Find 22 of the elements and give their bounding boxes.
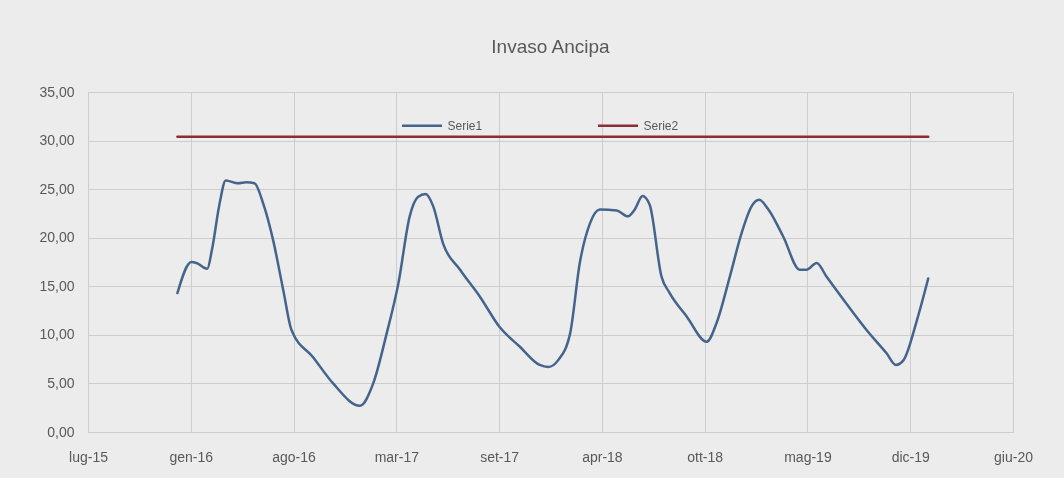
y-tick-label: 35,00 (39, 83, 75, 100)
y-tick-label: 25,00 (39, 180, 75, 197)
y-tick-label: 5,00 (47, 374, 75, 391)
y-tick-label: 10,00 (39, 326, 75, 343)
y-tick-label: 20,00 (39, 229, 75, 246)
x-tick-label: lug-15 (69, 448, 109, 465)
y-tick-label: 30,00 (39, 132, 75, 149)
line-series (176, 179, 930, 408)
chart-title: Invaso Ancipa (491, 36, 611, 57)
legend-label: Serie1 (447, 118, 483, 133)
y-tick-label: 15,00 (39, 277, 75, 294)
x-tick-label: ott-18 (687, 448, 724, 465)
legend-label: Serie2 (643, 118, 679, 133)
x-tick-label: ago-16 (272, 448, 317, 465)
x-tick-label: gen-16 (169, 448, 214, 465)
x-tick-label: set-17 (480, 448, 520, 465)
x-tick-label: mag-19 (784, 448, 832, 465)
x-tick-label: dic-19 (891, 448, 930, 465)
x-tick-label: mar-17 (374, 448, 420, 465)
y-tick-label: 0,00 (47, 423, 75, 440)
x-tick-label: giu-20 (994, 448, 1034, 465)
x-tick-label: apr-18 (582, 448, 623, 465)
